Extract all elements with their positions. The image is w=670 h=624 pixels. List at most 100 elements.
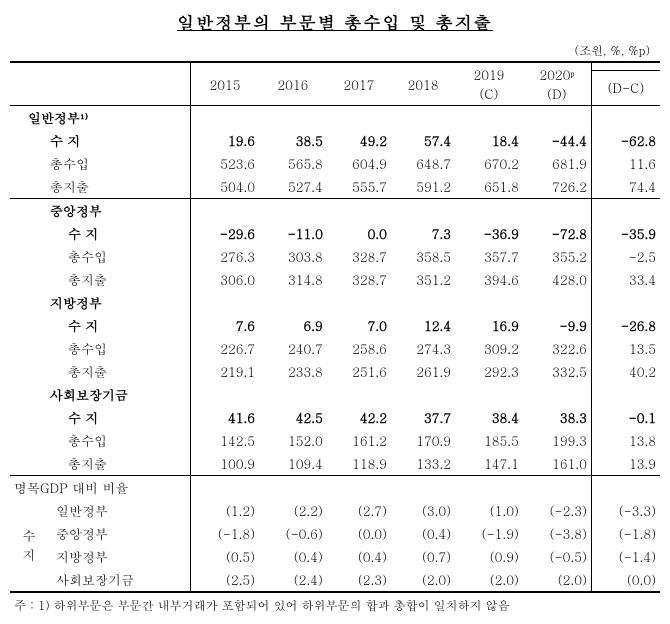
row-label: 지방정부	[10, 291, 191, 314]
cell	[327, 199, 391, 223]
cell: (1.0)	[455, 499, 523, 522]
cell: (0.4)	[327, 545, 391, 568]
cell: 37.7	[391, 406, 455, 429]
cell: 303.8	[259, 245, 327, 268]
main-table: 2015 2016 2017 2018 2019 (C) 2020ᵖ (D) (…	[10, 61, 660, 593]
row-label: 총수입	[10, 152, 191, 175]
row-label: 중앙정부	[10, 199, 191, 223]
col-2017: 2017	[327, 62, 391, 106]
cell: (2.0)	[455, 568, 523, 592]
cell: 49.2	[327, 129, 391, 152]
cell: 306.0	[191, 268, 260, 291]
table-title: 일반정부의 부문별 총수입 및 총지출	[10, 10, 660, 34]
cell: -0.1	[591, 406, 660, 429]
cell	[391, 106, 455, 130]
cell	[455, 106, 523, 130]
cell: (0.4)	[259, 545, 327, 568]
cell: 16.9	[455, 314, 523, 337]
gdp-row-label: 중앙정부	[48, 522, 191, 545]
cell: 276.3	[191, 245, 260, 268]
row-label: 총지출	[10, 268, 191, 291]
cell: 199.3	[523, 429, 592, 452]
cell: 147.1	[455, 452, 523, 476]
cell	[327, 106, 391, 130]
cell: (0.5)	[191, 545, 260, 568]
cell: 651.8	[455, 175, 523, 199]
cell: 226.7	[191, 337, 260, 360]
cell: 38.4	[455, 406, 523, 429]
row-label: 일반정부¹⁾	[10, 106, 191, 130]
cell: 527.4	[259, 175, 327, 199]
cell: 219.1	[191, 360, 260, 383]
row-label: 수 지	[10, 314, 191, 337]
cell: (2.2)	[259, 499, 327, 522]
cell: (2.4)	[259, 568, 327, 592]
cell: (0.0)	[591, 568, 660, 592]
cell	[591, 199, 660, 223]
cell	[259, 383, 327, 406]
row-label: 총수입	[10, 337, 191, 360]
cell: 38.5	[259, 129, 327, 152]
cell	[327, 383, 391, 406]
col-2016: 2016	[259, 62, 327, 106]
cell: 161.0	[523, 452, 592, 476]
cell: 170.9	[391, 429, 455, 452]
cell: 19.6	[191, 129, 260, 152]
cell: (2.5)	[191, 568, 260, 592]
cell	[191, 106, 260, 130]
cell: 152.0	[259, 429, 327, 452]
cell	[591, 383, 660, 406]
cell: 251.6	[327, 360, 391, 383]
cell: 332.5	[523, 360, 592, 383]
cell: 40.2	[591, 360, 660, 383]
cell: (2.0)	[523, 568, 592, 592]
cell: (-0.6)	[259, 522, 327, 545]
row-label: 총지출	[10, 360, 191, 383]
cell	[259, 106, 327, 130]
cell: 274.3	[391, 337, 455, 360]
cell: -29.6	[191, 222, 260, 245]
row-label: 총수입	[10, 429, 191, 452]
cell: 38.3	[523, 406, 592, 429]
cell	[191, 291, 260, 314]
cell: 18.4	[455, 129, 523, 152]
cell: 12.4	[391, 314, 455, 337]
cell: 565.8	[259, 152, 327, 175]
cell: -9.9	[523, 314, 592, 337]
cell: 428.0	[523, 268, 592, 291]
cell: 7.3	[391, 222, 455, 245]
col-2019: 2019 (C)	[455, 62, 523, 106]
cell: 185.5	[455, 429, 523, 452]
cell	[455, 476, 523, 500]
cell: 13.8	[591, 429, 660, 452]
col-diff: (D-C)	[591, 70, 660, 105]
suji-label: 수 지	[10, 499, 48, 592]
cell: -35.9	[591, 222, 660, 245]
row-label: 사회보장기금	[10, 383, 191, 406]
row-label: 수 지	[10, 222, 191, 245]
cell: 41.6	[191, 406, 260, 429]
cell	[391, 383, 455, 406]
cell: 328.7	[327, 268, 391, 291]
cell: 11.6	[591, 152, 660, 175]
cell: -44.4	[523, 129, 592, 152]
cell	[327, 291, 391, 314]
cell: 0.0	[327, 222, 391, 245]
cell: 555.7	[327, 175, 391, 199]
cell: 328.7	[327, 245, 391, 268]
cell: (0.0)	[327, 522, 391, 545]
col-2015: 2015	[191, 62, 260, 106]
cell	[391, 199, 455, 223]
cell: 13.9	[591, 452, 660, 476]
cell	[523, 199, 592, 223]
cell: 309.2	[455, 337, 523, 360]
cell: 7.0	[327, 314, 391, 337]
cell: (-2.3)	[523, 499, 592, 522]
cell: (0.9)	[455, 545, 523, 568]
cell: 357.7	[455, 245, 523, 268]
cell	[591, 476, 660, 500]
cell: (3.0)	[391, 499, 455, 522]
cell: 13.5	[591, 337, 660, 360]
cell: 100.9	[191, 452, 260, 476]
cell: 240.7	[259, 337, 327, 360]
